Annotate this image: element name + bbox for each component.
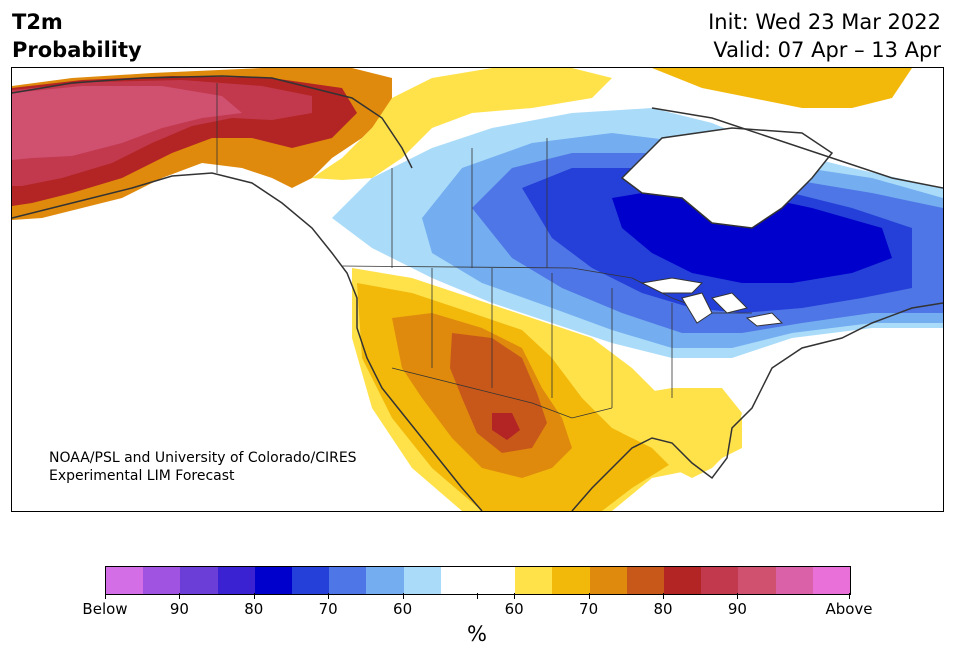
coastlines	[12, 75, 943, 511]
colorbar-cell	[812, 567, 851, 594]
colorbar-label: 70	[318, 600, 338, 618]
north-canada-above-zone	[312, 68, 612, 180]
valid-range: Valid: 07 Apr – 13 Apr	[713, 38, 941, 62]
colorbar-cell	[552, 567, 590, 594]
colorbar-label: 90	[727, 600, 747, 618]
colorbar-label: 60	[393, 600, 413, 618]
colorbar-label: Above	[825, 600, 873, 618]
colorbar-label: Below	[82, 600, 128, 618]
colorbar-label: 60	[504, 600, 524, 618]
canada-below-deepest	[612, 188, 892, 283]
colorbar-cell	[106, 567, 144, 594]
colorbar-cell	[440, 567, 479, 594]
colorbar-tick	[105, 593, 106, 599]
init-date: Init: Wed 23 Mar 2022	[708, 10, 941, 34]
colorbar-tick	[477, 593, 478, 599]
colorbar-label: 80	[653, 600, 673, 618]
arctic-above-zone	[652, 68, 912, 108]
title-type: Probability	[12, 38, 142, 62]
colorbar-cell	[664, 567, 702, 594]
colorbar-label: 70	[579, 600, 599, 618]
colorbar-tick	[402, 593, 404, 599]
colorbar-cell	[403, 567, 441, 594]
hudson-bay	[620, 127, 834, 229]
colorbar-cell	[738, 567, 776, 594]
probability-map	[11, 67, 944, 512]
colorbar-cell	[329, 567, 367, 594]
colorbar-label: 90	[169, 600, 189, 618]
data-credit: NOAA/PSL and University of Colorado/CIRE…	[49, 449, 357, 485]
map-canvas	[12, 68, 943, 511]
alaska-above-light	[12, 86, 242, 160]
colorbar-cell	[292, 567, 330, 594]
southwest-above-deep	[450, 333, 547, 453]
credit-line-2: Experimental LIM Forecast	[49, 468, 235, 484]
political-borders	[216, 83, 752, 419]
colorbar-cell	[143, 567, 181, 594]
colorbar-unit: %	[467, 622, 487, 646]
colorbar-cell	[589, 567, 627, 594]
colorbar-tick	[737, 593, 739, 599]
colorbar-cell	[478, 567, 516, 594]
colorbar-tick	[663, 593, 664, 599]
colorbar-tick	[849, 593, 850, 599]
colorbar-cell	[366, 567, 404, 594]
colorbar-tick	[179, 593, 181, 599]
colorbar-tick	[588, 593, 590, 599]
great-lakes	[640, 277, 784, 327]
colorbar-cell	[180, 567, 218, 594]
colorbar-tick	[253, 593, 255, 599]
colorbar-cell	[515, 567, 553, 594]
colorbar-cell	[701, 567, 739, 594]
colorbar-cell	[217, 567, 255, 594]
colorbar-tick	[328, 593, 330, 599]
colorbar-cell	[626, 567, 665, 594]
map-title: T2m Probability	[12, 8, 142, 64]
colorbar-cell	[775, 567, 813, 594]
southeast-above-zone	[612, 388, 742, 478]
colorbar-label: 80	[244, 600, 264, 618]
colorbar	[105, 566, 851, 595]
credit-line-1: NOAA/PSL and University of Colorado/CIRE…	[49, 450, 357, 466]
colorbar-tick	[514, 593, 516, 599]
southwest-above-red	[492, 413, 520, 440]
forecast-dates: Init: Wed 23 Mar 2022 Valid: 07 Apr – 13…	[708, 8, 941, 64]
colorbar-cell	[254, 567, 293, 594]
title-variable: T2m	[12, 10, 63, 34]
